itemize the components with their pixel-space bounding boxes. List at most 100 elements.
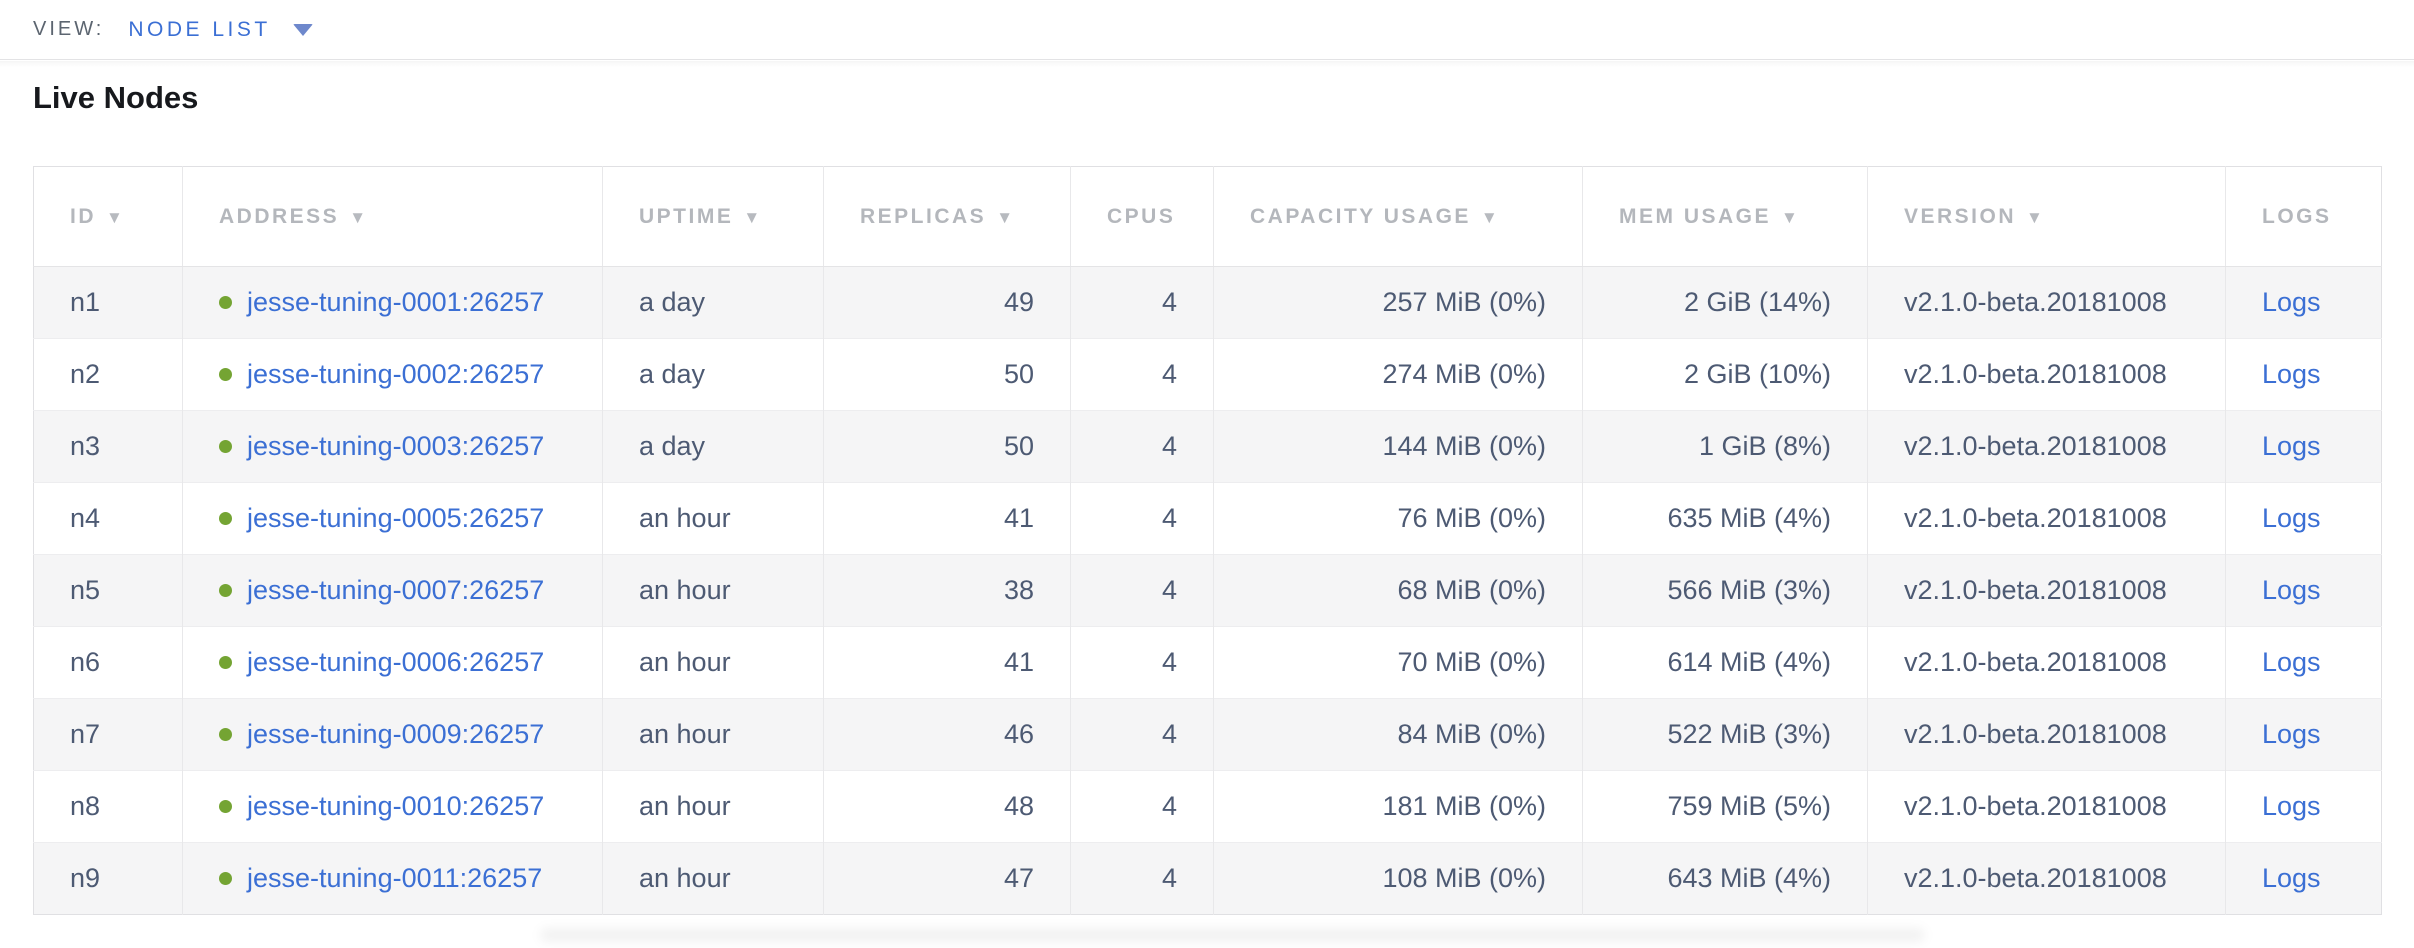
cell-logs: Logs xyxy=(2225,626,2382,699)
cell-mem-usage: 614 MiB (4%) xyxy=(1582,626,1868,699)
cell-logs: Logs xyxy=(2225,338,2382,411)
logs-link[interactable]: Logs xyxy=(2262,503,2321,533)
column-header-mem[interactable]: MEM USAGE ▼ xyxy=(1582,166,1868,267)
sort-descending-icon: ▼ xyxy=(1480,207,1501,227)
cell-logs: Logs xyxy=(2225,266,2382,339)
cell-mem-usage: 1 GiB (8%) xyxy=(1582,410,1868,483)
logs-link[interactable]: Logs xyxy=(2262,863,2321,893)
logs-link[interactable]: Logs xyxy=(2262,791,2321,821)
cell-address: jesse-tuning-0009:26257 xyxy=(182,698,603,771)
cell-address: jesse-tuning-0001:26257 xyxy=(182,266,603,339)
column-header-logs[interactable]: LOGS xyxy=(2225,166,2382,267)
table-row: n8 jesse-tuning-0010:26257 an hour 48 4 … xyxy=(33,770,2382,843)
cell-cpus: 4 xyxy=(1070,266,1214,339)
column-header-capacity[interactable]: CAPACITY USAGE ▼ xyxy=(1213,166,1583,267)
cell-node-id: n3 xyxy=(70,431,101,461)
logs-link[interactable]: Logs xyxy=(2262,287,2321,317)
cell-capacity-usage: 257 MiB (0%) xyxy=(1213,266,1583,339)
cell-uptime: an hour xyxy=(602,842,824,915)
view-bar: VIEW: NODE LIST xyxy=(0,0,2414,67)
cell-capacity-usage: 274 MiB (0%) xyxy=(1213,338,1583,411)
table-body: n1 jesse-tuning-0001:26257 a day 49 4 25… xyxy=(33,266,2382,915)
address-link[interactable]: jesse-tuning-0005:26257 xyxy=(247,503,545,533)
cell-node-id: n4 xyxy=(70,503,101,533)
cell-node-id: n7 xyxy=(70,719,101,749)
cell-logs: Logs xyxy=(2225,842,2382,915)
cell-replicas: 38 xyxy=(823,554,1071,627)
table-row: n4 jesse-tuning-0005:26257 an hour 41 4 … xyxy=(33,482,2382,555)
column-header-uptime[interactable]: UPTIME ▼ xyxy=(602,166,824,267)
table-row: n5 jesse-tuning-0007:26257 an hour 38 4 … xyxy=(33,554,2382,627)
cell-logs: Logs xyxy=(2225,410,2382,483)
cell-logs: Logs xyxy=(2225,770,2382,843)
cell-address: jesse-tuning-0011:26257 xyxy=(182,842,603,915)
column-header-cpus[interactable]: CPUS xyxy=(1070,166,1214,267)
address-link[interactable]: jesse-tuning-0001:26257 xyxy=(247,287,545,317)
cell-capacity-usage: 181 MiB (0%) xyxy=(1213,770,1583,843)
table-row: n6 jesse-tuning-0006:26257 an hour 41 4 … xyxy=(33,626,2382,699)
cell-logs: Logs xyxy=(2225,554,2382,627)
address-link[interactable]: jesse-tuning-0002:26257 xyxy=(247,359,545,389)
cell-address: jesse-tuning-0010:26257 xyxy=(182,770,603,843)
table-row: n1 jesse-tuning-0001:26257 a day 49 4 25… xyxy=(33,266,2382,339)
logs-link[interactable]: Logs xyxy=(2262,647,2321,677)
cell-node-id: n1 xyxy=(70,287,101,317)
address-link[interactable]: jesse-tuning-0003:26257 xyxy=(247,431,545,461)
cell-cpus: 4 xyxy=(1070,770,1214,843)
node-healthy-status-icon xyxy=(219,440,232,453)
sort-descending-icon: ▼ xyxy=(2026,207,2046,227)
node-healthy-status-icon xyxy=(219,656,232,669)
address-link[interactable]: jesse-tuning-0009:26257 xyxy=(247,719,545,749)
cell-node-id: n2 xyxy=(70,359,101,389)
cell-cpus: 4 xyxy=(1070,842,1214,915)
cell-version: v2.1.0-beta.20181008 xyxy=(1867,698,2226,771)
cell-uptime: a day xyxy=(602,338,824,411)
cell-node-id: n9 xyxy=(70,863,101,893)
address-link[interactable]: jesse-tuning-0011:26257 xyxy=(247,863,543,893)
cell-uptime: an hour xyxy=(602,626,824,699)
cell-capacity-usage: 144 MiB (0%) xyxy=(1213,410,1583,483)
cell-capacity-usage: 108 MiB (0%) xyxy=(1213,842,1583,915)
cell-capacity-usage: 70 MiB (0%) xyxy=(1213,626,1583,699)
node-healthy-status-icon xyxy=(219,584,232,597)
cell-cpus: 4 xyxy=(1070,482,1214,555)
logs-link[interactable]: Logs xyxy=(2262,431,2321,461)
logs-link[interactable]: Logs xyxy=(2262,575,2321,605)
logs-link[interactable]: Logs xyxy=(2262,359,2321,389)
node-healthy-status-icon xyxy=(219,728,232,741)
cell-mem-usage: 759 MiB (5%) xyxy=(1582,770,1868,843)
cell-node-id: n5 xyxy=(70,575,101,605)
cell-address: jesse-tuning-0003:26257 xyxy=(182,410,603,483)
column-header-replicas[interactable]: REPLICAS ▼ xyxy=(823,166,1071,267)
table-row: n3 jesse-tuning-0003:26257 a day 50 4 14… xyxy=(33,410,2382,483)
sort-descending-icon: ▼ xyxy=(743,207,763,227)
node-healthy-status-icon xyxy=(219,512,232,525)
address-link[interactable]: jesse-tuning-0007:26257 xyxy=(247,575,545,605)
cell-version: v2.1.0-beta.20181008 xyxy=(1867,554,2226,627)
cell-cpus: 4 xyxy=(1070,626,1214,699)
cell-address: jesse-tuning-0005:26257 xyxy=(182,482,603,555)
address-link[interactable]: jesse-tuning-0010:26257 xyxy=(247,791,545,821)
sort-descending-icon: ▼ xyxy=(106,207,126,227)
cell-uptime: a day xyxy=(602,410,824,483)
table-row: n2 jesse-tuning-0002:26257 a day 50 4 27… xyxy=(33,338,2382,411)
cell-version: v2.1.0-beta.20181008 xyxy=(1867,482,2226,555)
column-header-id[interactable]: ID ▼ xyxy=(33,166,183,267)
cell-logs: Logs xyxy=(2225,698,2382,771)
horizontal-scrollbar[interactable] xyxy=(540,928,1925,942)
logs-link[interactable]: Logs xyxy=(2262,719,2321,749)
column-header-version[interactable]: VERSION ▼ xyxy=(1867,166,2226,267)
cell-cpus: 4 xyxy=(1070,338,1214,411)
table-row: n7 jesse-tuning-0009:26257 an hour 46 4 … xyxy=(33,698,2382,771)
view-dropdown[interactable]: NODE LIST xyxy=(128,18,313,42)
cell-replicas: 41 xyxy=(823,626,1071,699)
cell-mem-usage: 635 MiB (4%) xyxy=(1582,482,1868,555)
column-header-address[interactable]: ADDRESS ▼ xyxy=(182,166,603,267)
cell-uptime: a day xyxy=(602,266,824,339)
address-link[interactable]: jesse-tuning-0006:26257 xyxy=(247,647,545,677)
cell-capacity-usage: 84 MiB (0%) xyxy=(1213,698,1583,771)
cell-mem-usage: 522 MiB (3%) xyxy=(1582,698,1868,771)
cell-version: v2.1.0-beta.20181008 xyxy=(1867,338,2226,411)
cell-cpus: 4 xyxy=(1070,698,1214,771)
cell-address: jesse-tuning-0002:26257 xyxy=(182,338,603,411)
